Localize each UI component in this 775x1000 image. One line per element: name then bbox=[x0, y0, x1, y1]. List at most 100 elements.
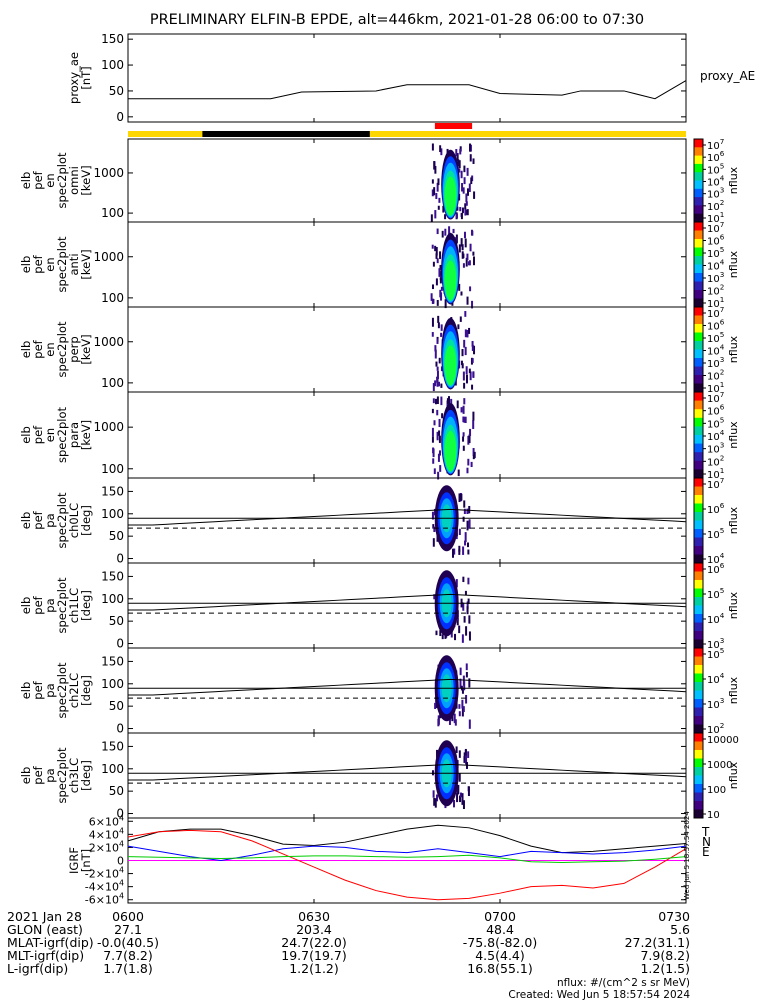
data-cell bbox=[433, 468, 436, 475]
data-cell bbox=[434, 165, 437, 174]
colorbar-swatch bbox=[694, 230, 703, 240]
data-cell bbox=[446, 148, 449, 154]
data-cell bbox=[463, 500, 466, 508]
colorbar-swatch bbox=[694, 163, 703, 173]
igrf-series-line bbox=[127, 829, 687, 901]
data-cell bbox=[461, 708, 464, 717]
colorbar-label: nflux bbox=[727, 761, 740, 789]
footer-row-label: 2021 Jan 28 bbox=[7, 909, 82, 924]
en-para-panel bbox=[127, 391, 687, 479]
axis-label-line: [nT] bbox=[79, 849, 93, 872]
data-cell bbox=[455, 234, 458, 244]
colorbar-swatch bbox=[694, 298, 703, 308]
data-cell bbox=[436, 228, 439, 235]
axis-label-line: perp bbox=[67, 336, 81, 362]
axis-label-line: pef bbox=[31, 425, 45, 444]
data-cell bbox=[431, 427, 434, 437]
data-cell bbox=[468, 719, 471, 729]
en-omni-panel bbox=[127, 138, 687, 223]
data-cell bbox=[463, 398, 466, 405]
footer-row-value: 7.9(8.2) bbox=[640, 948, 690, 963]
data-cell bbox=[440, 324, 443, 331]
axis-label-line: en bbox=[43, 173, 57, 187]
data-cell bbox=[440, 332, 443, 337]
data-cell bbox=[442, 205, 445, 213]
data-cell bbox=[437, 322, 440, 329]
data-cell bbox=[472, 448, 475, 456]
colorbar-tick-label: 103 bbox=[707, 270, 724, 285]
data-cell bbox=[453, 713, 456, 724]
data-cell bbox=[432, 458, 435, 464]
data-cell bbox=[464, 311, 467, 317]
data-cell bbox=[467, 458, 470, 466]
colorbar-tick-label: 107 bbox=[707, 305, 724, 320]
data-cell bbox=[455, 149, 458, 157]
colorbar-tick-label: 105 bbox=[707, 330, 724, 345]
colorbar-swatch bbox=[694, 147, 703, 157]
colorbar-tick-label: 106 bbox=[707, 149, 725, 164]
axis-label-line: pa bbox=[43, 768, 57, 782]
footer-row-label: L-igrf(dip) bbox=[7, 961, 68, 976]
colorbar-swatch bbox=[694, 349, 703, 359]
units-note: nflux: #/(cm^2 s sr MeV) bbox=[557, 977, 690, 989]
footer-row-value: 0600 bbox=[112, 909, 144, 924]
axis-label-line: pef bbox=[31, 254, 45, 273]
data-cell bbox=[431, 143, 434, 151]
y-tick-label: 0 bbox=[116, 807, 124, 821]
y-tick-label: 1000 bbox=[93, 420, 124, 434]
axis-label-line: pa bbox=[43, 598, 57, 612]
data-cell bbox=[433, 420, 436, 426]
data-cell bbox=[455, 746, 458, 753]
data-cell bbox=[433, 187, 436, 196]
data-cell bbox=[462, 800, 465, 810]
colorbar-swatch bbox=[694, 409, 703, 419]
data-cell bbox=[444, 176, 457, 216]
data-cell bbox=[436, 409, 439, 416]
axis-label-line: elb bbox=[19, 767, 33, 785]
data-cell bbox=[446, 400, 449, 407]
data-cell bbox=[468, 260, 471, 266]
colorbar-swatch bbox=[694, 503, 703, 513]
data-cell bbox=[461, 793, 464, 802]
proxy-ae-legend: proxy_AE bbox=[700, 69, 755, 83]
data-cell bbox=[461, 688, 464, 694]
data-cell bbox=[434, 245, 437, 252]
colorbar-tick-label: 105 bbox=[707, 245, 724, 260]
data-cell bbox=[466, 296, 469, 305]
colorbar-tick-label: 10 bbox=[707, 810, 720, 821]
data-cell bbox=[444, 299, 447, 309]
colorbar-swatch bbox=[694, 264, 703, 274]
data-cell bbox=[471, 384, 474, 390]
data-cell bbox=[456, 206, 459, 211]
colorbar-swatch bbox=[694, 571, 703, 581]
loss-cone-curve bbox=[128, 678, 687, 696]
colorbar-swatch bbox=[694, 775, 703, 785]
footer-row-value: 7.7(8.2) bbox=[103, 948, 153, 963]
data-cell bbox=[458, 750, 461, 758]
data-cell bbox=[438, 418, 441, 428]
data-cell bbox=[432, 447, 435, 454]
data-cell bbox=[463, 616, 466, 623]
data-cell bbox=[459, 795, 462, 803]
data-cell bbox=[435, 630, 438, 636]
colorbar-swatch bbox=[694, 239, 703, 248]
y-tick-label: 50 bbox=[109, 84, 124, 98]
colorbar-tick-label: 107 bbox=[707, 476, 724, 491]
data-cell bbox=[438, 381, 441, 387]
footer-row-value: 1.2(1.2) bbox=[289, 961, 339, 976]
data-cell bbox=[430, 293, 433, 301]
y-tick-label: -4×104 bbox=[85, 879, 124, 894]
data-cell bbox=[466, 601, 469, 609]
data-cell bbox=[468, 368, 471, 374]
data-cell bbox=[451, 548, 454, 558]
axis-label-line: elb bbox=[19, 597, 33, 615]
data-cell bbox=[457, 784, 460, 795]
data-cell bbox=[440, 366, 443, 372]
axis-label-line: spec2plot bbox=[55, 152, 69, 209]
data-cell bbox=[461, 207, 464, 214]
colorbar-swatch bbox=[694, 495, 703, 504]
data-cell bbox=[466, 209, 469, 216]
data-cell bbox=[463, 382, 466, 389]
colorbar-swatch bbox=[694, 520, 703, 530]
data-cell bbox=[469, 286, 472, 292]
